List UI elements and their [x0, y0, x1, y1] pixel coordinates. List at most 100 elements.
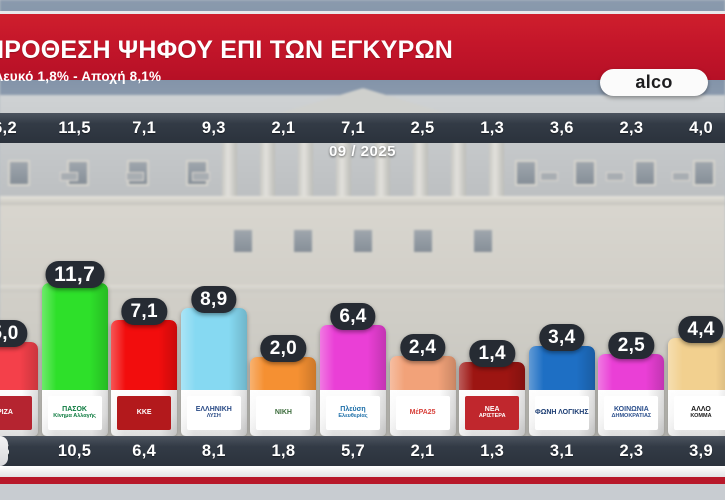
party-logo: ΕΛΛΗΝΙΚΗ ΛΥΣΗ: [186, 396, 241, 430]
party-logo-line2: ΛΥΣΗ: [206, 412, 221, 419]
party-logo-plinth: ΠΑΣΟΚ Κίνημα Αλλαγής: [41, 390, 108, 436]
footer-white-band: [0, 466, 725, 477]
party-logo-line2: ΑΡΙΣΤΕΡΑ: [478, 412, 506, 419]
party-logo-plinth: ΡΙΖΑ: [0, 390, 38, 436]
party-logo: ΡΙΖΑ: [0, 396, 33, 430]
window-small-left: [60, 172, 210, 181]
strip-value: 7,1: [132, 118, 157, 137]
bar: ΝΙΚΗ: [250, 357, 317, 436]
bar-value-bubble: 11,7: [45, 261, 105, 288]
bar-column[interactable]: Πλεύση Ελευθερίας: [320, 325, 386, 436]
party-logo-line1: ΚΟΙΝΩΝΙΑ: [613, 406, 649, 414]
bar: ΦΩΝΗ ΛΟΓΙΚΗΣ: [528, 346, 595, 436]
party-logo-line1: ΝΕΑ: [484, 406, 500, 414]
party-logo-line1: ΝΙΚΗ: [274, 409, 292, 417]
alco-logo-badge: alco: [600, 69, 708, 96]
bar-column[interactable]: ΡΙΖΑ: [0, 342, 38, 436]
party-logo-line1: ΚΚΕ: [136, 409, 152, 417]
bar-fill: [41, 283, 108, 390]
bar-column[interactable]: ΠΑΣΟΚ Κίνημα Αλλαγής: [41, 283, 108, 436]
building-ledge-2: [0, 285, 725, 292]
footer-red-band: [0, 477, 725, 484]
party-logo: ΦΩΝΗ ΛΟΓΙΚΗΣ: [534, 396, 589, 430]
bar-column[interactable]: ΑΛΛΟ ΚΟΜΜΑ: [668, 338, 725, 436]
bar: ΕΛΛΗΝΙΚΗ ΛΥΣΗ: [180, 308, 247, 436]
party-logo-line1: ΕΛΛΗΝΙΚΗ: [195, 406, 232, 414]
strip-value: 3,9: [689, 441, 713, 460]
bar: ΡΙΖΑ: [0, 342, 38, 436]
party-logo-plinth: ΦΩΝΗ ΛΟΓΙΚΗΣ: [528, 390, 595, 436]
bar: ΜέΡΑ25: [389, 356, 456, 436]
strip-value: 1,8: [271, 441, 296, 460]
window-small-right: [540, 172, 690, 181]
header-banner: ΠΡΟΘΕΣΗ ΨΗΦΟΥ ΕΠΙ ΤΩΝ ΕΓΚΥΡΩΝ Λευκό 1,8%…: [0, 11, 725, 84]
party-logo-plinth: ΜέΡΑ25: [389, 390, 456, 436]
bar: ΠΑΣΟΚ Κίνημα Αλλαγής: [41, 283, 108, 436]
bar: ΚΚΕ: [111, 320, 178, 436]
strip-value: 3,6: [549, 118, 574, 137]
party-logo-plinth: ΑΛΛΟ ΚΟΜΜΑ: [668, 390, 725, 436]
party-logo: ΜέΡΑ25: [395, 396, 450, 430]
bar-column[interactable]: ΚΚΕ: [111, 320, 178, 436]
party-logo-line2: ΔΗΜΟΚΡΑΤΙΑΣ: [611, 412, 652, 419]
bar-column[interactable]: ΕΛΛΗΝΙΚΗ ΛΥΣΗ: [180, 308, 247, 436]
bar-column[interactable]: ΝΙΚΗ: [250, 357, 317, 436]
bar-fill: [320, 325, 386, 390]
strip-value: 2,1: [271, 118, 296, 137]
bar-value-bubble: 3,4: [539, 324, 585, 351]
party-logo: ΚΟΙΝΩΝΙΑ ΔΗΜΟΚΡΑΤΙΑΣ: [604, 396, 659, 430]
party-logo-line1: ΜέΡΑ25: [409, 409, 436, 417]
strip-value: 6,4: [132, 441, 157, 460]
bar-value-bubble: 2,0: [260, 335, 307, 362]
party-logo-plinth: ΝΕΑ ΑΡΙΣΤΕΡΑ: [459, 390, 526, 436]
bar-column[interactable]: ΚΟΙΝΩΝΙΑ ΔΗΜΟΚΡΑΤΙΑΣ: [598, 354, 665, 436]
alco-logo-text: alco: [635, 72, 673, 92]
bar-column[interactable]: ΦΩΝΗ ΛΟΓΙΚΗΣ: [528, 346, 595, 436]
strip-value: 2,3: [619, 118, 644, 137]
bar-column[interactable]: ΜέΡΑ25: [389, 356, 456, 436]
bar-value-bubble: 7,1: [121, 298, 167, 325]
strip-value: 2,3: [619, 441, 644, 460]
header-subtitle: Λευκό 1,8% - Αποχή 8,1%: [0, 69, 162, 84]
party-logo-line2: ΚΟΜΜΑ: [690, 412, 712, 419]
party-logo: ΝΙΚΗ: [256, 396, 311, 430]
previous-values-row: 6,2 11,5 7,1 9,3 2,1 7,1 2,5 1,3 3,6 2,3 4,0: [0, 113, 725, 143]
strip-value: 7,1: [341, 118, 365, 137]
page-title: ΠΡΟΘΕΣΗ ΨΗΦΟΥ ΕΠΙ ΤΩΝ ΕΓΚΥΡΩΝ: [0, 36, 453, 64]
bar-value-bubble: 2,4: [399, 334, 446, 361]
previous-values-strip: 6,2 11,5 7,1 9,3 2,1 7,1 2,5 1,3 3,6 2,3 4,0: [0, 113, 725, 143]
footer-grey-band: [0, 484, 725, 500]
strip-value: 1,3: [480, 118, 505, 137]
strip-value: 6,2: [0, 118, 17, 137]
bar-value-bubble: 6,4: [330, 303, 376, 330]
building-ledge: [0, 196, 725, 205]
bar-fill: [598, 354, 665, 390]
bar-value-bubble: 2,5: [608, 332, 655, 359]
bar-value-bubble: 4,4: [678, 316, 724, 343]
bar-fill: [668, 338, 725, 390]
party-logo-line1: ΠΑΣΟΚ: [62, 406, 87, 414]
party-logo-plinth: Πλεύση Ελευθερίας: [320, 390, 386, 436]
bar: ΚΟΙΝΩΝΙΑ ΔΗΜΟΚΡΑΤΙΑΣ: [598, 354, 665, 436]
bar-fill: [0, 342, 38, 390]
party-logo-plinth: ΝΙΚΗ: [250, 390, 317, 436]
party-logo-line1: ΦΩΝΗ ΛΟΓΙΚΗΣ: [535, 409, 589, 417]
party-logo-line1: ΑΛΛΟ: [691, 406, 711, 414]
party-logo-line2: Κίνημα Αλλαγής: [53, 412, 96, 419]
party-logo: ΑΛΛΟ ΚΟΜΜΑ: [673, 396, 725, 430]
strip-value: 2,1: [410, 441, 435, 460]
strip-value: 10,5: [57, 441, 92, 460]
bar-fill: [389, 356, 456, 390]
date-label: 09 / 2025: [328, 143, 397, 160]
window-row-right: [515, 160, 715, 186]
bar-value-bubble: 8,9: [191, 286, 237, 313]
party-logo-plinth: ΚΚΕ: [111, 390, 178, 436]
party-logo-line2: Ελευθερίας: [338, 412, 368, 419]
strip-value: 11,5: [58, 118, 91, 137]
bar-column[interactable]: ΝΕΑ ΑΡΙΣΤΕΡΑ: [459, 362, 526, 436]
strip-value: 5,7: [341, 441, 365, 460]
strip-cap-left: [0, 436, 8, 466]
party-logo-plinth: ΕΛΛΗΝΙΚΗ ΛΥΣΗ: [180, 390, 247, 436]
bar-fill: [250, 357, 317, 390]
